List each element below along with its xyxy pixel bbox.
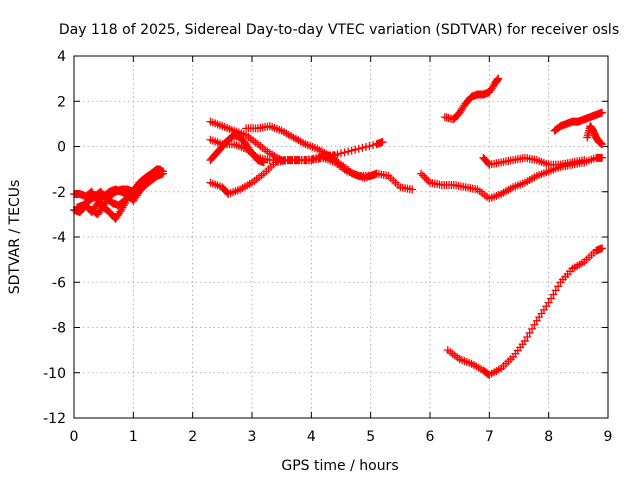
x-tick-label: 8 [544, 429, 553, 445]
data-point [351, 145, 360, 154]
x-tick-label: 1 [129, 429, 138, 445]
chart-title: Day 118 of 2025, Sidereal Day-to-day VTE… [59, 22, 619, 38]
data-point [365, 142, 374, 151]
data-point [551, 286, 560, 295]
x-tick-label: 4 [307, 429, 316, 445]
data-points [70, 74, 607, 380]
data-point [259, 158, 268, 167]
grid [74, 56, 608, 418]
data-point [358, 143, 367, 152]
data-point [554, 282, 563, 291]
x-tick-label: 7 [485, 429, 494, 445]
data-point [422, 175, 431, 184]
data-point [156, 165, 165, 174]
data-point [549, 290, 558, 299]
data-point [361, 142, 370, 151]
data-point [340, 148, 349, 157]
data-point [523, 333, 532, 342]
data-point [598, 244, 607, 253]
data-point [408, 185, 417, 194]
y-tick-labels: -12 -10 -8 -6 -4 -2 0 2 4 [43, 49, 66, 427]
data-point [418, 171, 427, 180]
data-point [159, 169, 167, 178]
y-tick-label: 4 [57, 49, 66, 65]
data-point [417, 169, 426, 178]
data-point [598, 140, 607, 149]
data-point [347, 146, 356, 155]
data-point [116, 207, 125, 216]
data-point [494, 74, 503, 83]
data-point [141, 180, 150, 189]
data-point [530, 320, 539, 329]
y-tick-label: -6 [52, 275, 66, 291]
data-point [154, 166, 163, 175]
data-point [547, 294, 556, 303]
x-tick-label: 6 [426, 429, 435, 445]
x-tick-label: 2 [188, 429, 197, 445]
y-tick-label: -10 [43, 366, 66, 382]
y-tick-label: -8 [52, 321, 66, 337]
data-point [528, 324, 537, 333]
x-tick-label: 0 [70, 429, 79, 445]
plot-frame [73, 55, 609, 419]
y-axis-label: SDTVAR / TECUs [7, 180, 23, 295]
data-point [424, 176, 433, 185]
data-point [544, 298, 553, 307]
data-point [140, 181, 149, 190]
data-point [378, 137, 387, 146]
data-point [580, 156, 589, 165]
x-tick-label: 5 [366, 429, 375, 445]
data-point [337, 149, 345, 158]
data-point [369, 141, 378, 150]
x-tick-label: 9 [604, 429, 613, 445]
data-point [525, 328, 534, 337]
y-tick-label: -4 [52, 230, 66, 246]
data-point [344, 147, 353, 156]
x-tick-label: 3 [248, 429, 257, 445]
y-tick-label: -2 [52, 185, 66, 201]
y-tick-label: -12 [43, 411, 66, 427]
data-point [420, 173, 429, 182]
y-tick-label: 0 [57, 140, 66, 156]
data-point [598, 153, 607, 162]
x-tick-labels: 0 1 2 3 4 5 6 7 8 9 [70, 429, 613, 445]
x-axis-label: GPS time / hours [281, 458, 398, 474]
y-tick-label: 2 [57, 94, 66, 110]
data-point [598, 108, 607, 117]
data-point [354, 144, 363, 153]
data-point [520, 337, 529, 346]
